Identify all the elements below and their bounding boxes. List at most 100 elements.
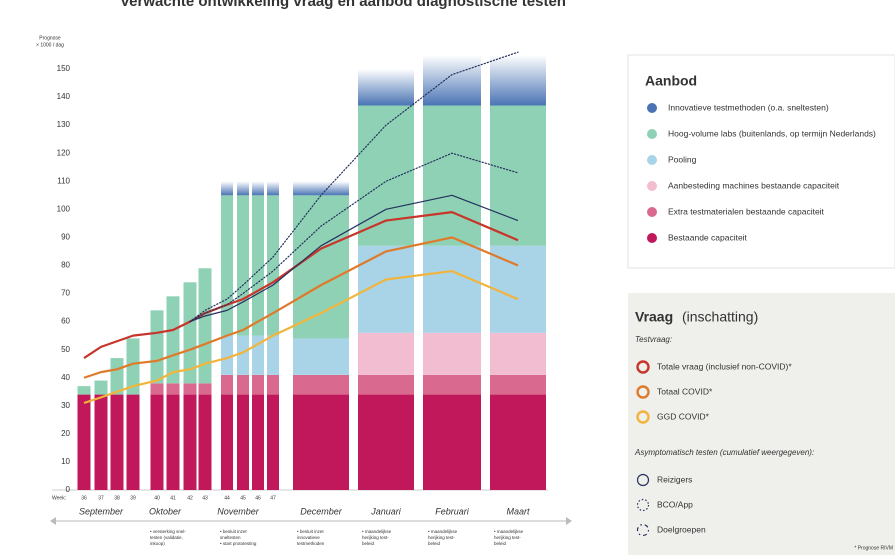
y-tick-label: 110	[57, 176, 70, 185]
month-note: beleid	[428, 541, 441, 546]
line	[83, 269, 519, 405]
month-note: • besluit inzet	[297, 529, 324, 534]
y-tick-label: 150	[57, 64, 71, 73]
bar-segment	[293, 195, 349, 339]
legend-swatch	[636, 523, 650, 537]
y-tick-label: 80	[61, 261, 70, 270]
bar-segment	[423, 332, 481, 375]
bar-segment	[198, 394, 212, 490]
legend-swatch	[647, 207, 657, 217]
month-note: inkoop)	[150, 541, 165, 546]
legend-swatch	[647, 103, 657, 113]
bar-segment	[77, 394, 91, 490]
line	[189, 152, 519, 323]
x-tick-label: 47	[270, 495, 276, 501]
legend-label: Bestaande capaciteit	[668, 232, 748, 242]
chart-title: Verwachte ontwikkeling vraag en aanbod d…	[120, 0, 566, 10]
supply-legend-box	[627, 54, 895, 269]
timeline-arrow	[50, 517, 56, 525]
line	[83, 236, 519, 379]
month-note: herijking test-	[362, 535, 389, 540]
month-note: testen (validatie,	[150, 535, 183, 540]
x-tick-label: 39	[130, 495, 136, 501]
bar-segment	[490, 394, 546, 490]
line	[189, 51, 519, 323]
bar-segment	[198, 383, 212, 395]
month-note: sneltesten	[220, 535, 241, 540]
bar-segment	[423, 105, 481, 246]
month-label: December	[300, 506, 343, 516]
x-tick-label: 36	[81, 495, 87, 501]
legend-group: Asymptomatisch testen (cumulatief weerge…	[634, 448, 814, 457]
bar-segment	[166, 394, 180, 490]
bar-segment	[183, 394, 197, 490]
x-tick-label: 42	[187, 495, 193, 501]
y-tick-label: 30	[61, 401, 70, 410]
legend-label: Doelgroepen	[657, 524, 706, 534]
legend-swatch	[647, 129, 657, 139]
bar-segment	[166, 383, 180, 395]
footnote: * Prognose RIVM	[854, 545, 893, 551]
bar-segment	[221, 374, 233, 395]
month-note: herijking test-	[494, 535, 521, 540]
month-label: Januari	[370, 506, 402, 516]
legend-label: Innovatieve testmethoden (o.a. snelteste…	[668, 102, 829, 112]
supply-legend-title: Aanbod	[645, 73, 697, 89]
bar-segment	[237, 374, 249, 395]
legend-swatch	[636, 498, 650, 512]
bar-segment	[293, 181, 349, 196]
x-tick-label: 37	[98, 495, 104, 501]
bar-segment	[252, 181, 264, 196]
bar-segment	[358, 332, 414, 375]
x-tick-label: 44	[224, 495, 230, 501]
y-tick-label: 70	[61, 289, 70, 298]
bar-segment	[423, 245, 481, 333]
month-note: • versterking snel-	[150, 529, 186, 534]
x-tick-label: 38	[114, 495, 120, 501]
bar-segment	[166, 296, 180, 384]
bar-segment	[237, 195, 249, 336]
legend-label: Totale vraag (inclusief non-COVID)*	[657, 361, 792, 371]
y-tick-label: 60	[61, 317, 70, 326]
y-tick-label: 90	[61, 233, 70, 242]
month-note: • maandelijkse	[428, 529, 458, 534]
y-tick-label: 50	[61, 345, 70, 354]
bar-segment	[490, 245, 546, 333]
bar-segment	[252, 374, 264, 395]
legend-swatch	[647, 233, 657, 243]
bar-segment	[77, 386, 91, 395]
bar-segment	[94, 394, 108, 490]
bar-segment	[490, 374, 546, 395]
month-note: testmethoden	[297, 541, 325, 546]
y-axis-label: Prognose	[39, 35, 61, 41]
bar-segment	[221, 195, 233, 336]
legend-group: Testvraag:	[635, 335, 672, 344]
month-note: beleid	[362, 541, 375, 546]
x-tick-label: 43	[202, 495, 208, 501]
bar-segment	[358, 69, 414, 106]
legend-label: Aanbesteding machines bestaande capacite…	[668, 180, 840, 190]
bar-segment	[221, 181, 233, 196]
x-tick-label: 45	[240, 495, 246, 501]
month-note: • maandelijkse	[494, 529, 524, 534]
bar-segment	[237, 181, 249, 196]
bar-segment	[94, 380, 108, 395]
legend-swatch	[636, 473, 650, 487]
month-note: beleid	[494, 541, 507, 546]
bar-segment	[490, 332, 546, 375]
month-note: innovatieve	[297, 535, 320, 540]
y-tick-label: 40	[61, 373, 70, 382]
legend-label: Reizigers	[657, 474, 692, 484]
bar-segment	[183, 383, 197, 395]
bar-segment	[267, 195, 279, 336]
legend-label: Hoog-volume labs (buitenlands, op termij…	[668, 128, 876, 138]
bar-segment	[150, 394, 164, 490]
line	[189, 194, 519, 323]
y-tick-label: 100	[57, 204, 71, 213]
y-tick-label: 140	[57, 92, 71, 101]
bar-segment	[358, 394, 414, 490]
bar-segment	[490, 105, 546, 246]
bar-segment	[237, 335, 249, 375]
y-axis-label: × 1000 / dag	[36, 42, 64, 48]
bar-segment	[490, 54, 546, 106]
